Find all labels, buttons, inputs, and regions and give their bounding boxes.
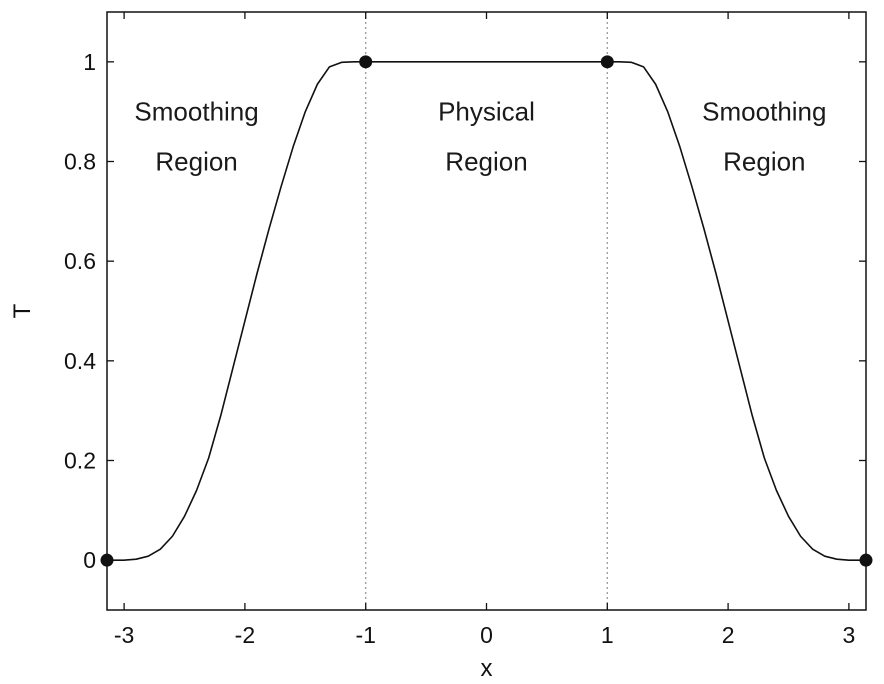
marker-point — [359, 55, 373, 69]
ticks: -3 -2 -1 0 1 2 3 0 0.2 0.4 0.6 0.8 1 — [64, 12, 866, 648]
y-tick-label: 1 — [83, 49, 96, 75]
region-annotation-0-line-1: Region — [155, 147, 237, 177]
region-annotation-1-line-1: Region — [445, 147, 527, 177]
marker-point — [859, 553, 873, 567]
x-tick-label: -2 — [235, 622, 255, 648]
x-tick-label: 1 — [601, 622, 614, 648]
y-axis-label: T — [9, 303, 36, 318]
x-tick-label: 3 — [842, 622, 855, 648]
series-line-0 — [107, 61, 866, 561]
region-annotation-0-line-0: Smoothing — [134, 97, 258, 127]
y-tick-label: 0 — [83, 547, 96, 573]
y-tick-label: 0.6 — [64, 248, 96, 274]
x-tick-label: 0 — [480, 622, 493, 648]
marker-point — [100, 553, 114, 567]
y-tick-label: 0.8 — [64, 149, 96, 175]
x-tick-label: -1 — [355, 622, 375, 648]
annotations: Smoothing Region Physical Region Smoothing Re… — [134, 97, 826, 177]
region-annotation-2-line-0: Smoothing — [702, 97, 826, 127]
y-tick-label: 0.4 — [64, 348, 96, 374]
marker-point — [600, 55, 614, 69]
x-tick-label: 2 — [722, 622, 735, 648]
y-tick-label: 0.2 — [64, 448, 96, 474]
markers — [100, 55, 873, 567]
region-annotation-1-line-0: Physical — [438, 97, 535, 127]
x-axis-label: x — [481, 655, 493, 682]
x-tick-label: -3 — [114, 622, 134, 648]
region-annotation-2-line-1: Region — [723, 147, 805, 177]
plot-area — [107, 61, 866, 561]
